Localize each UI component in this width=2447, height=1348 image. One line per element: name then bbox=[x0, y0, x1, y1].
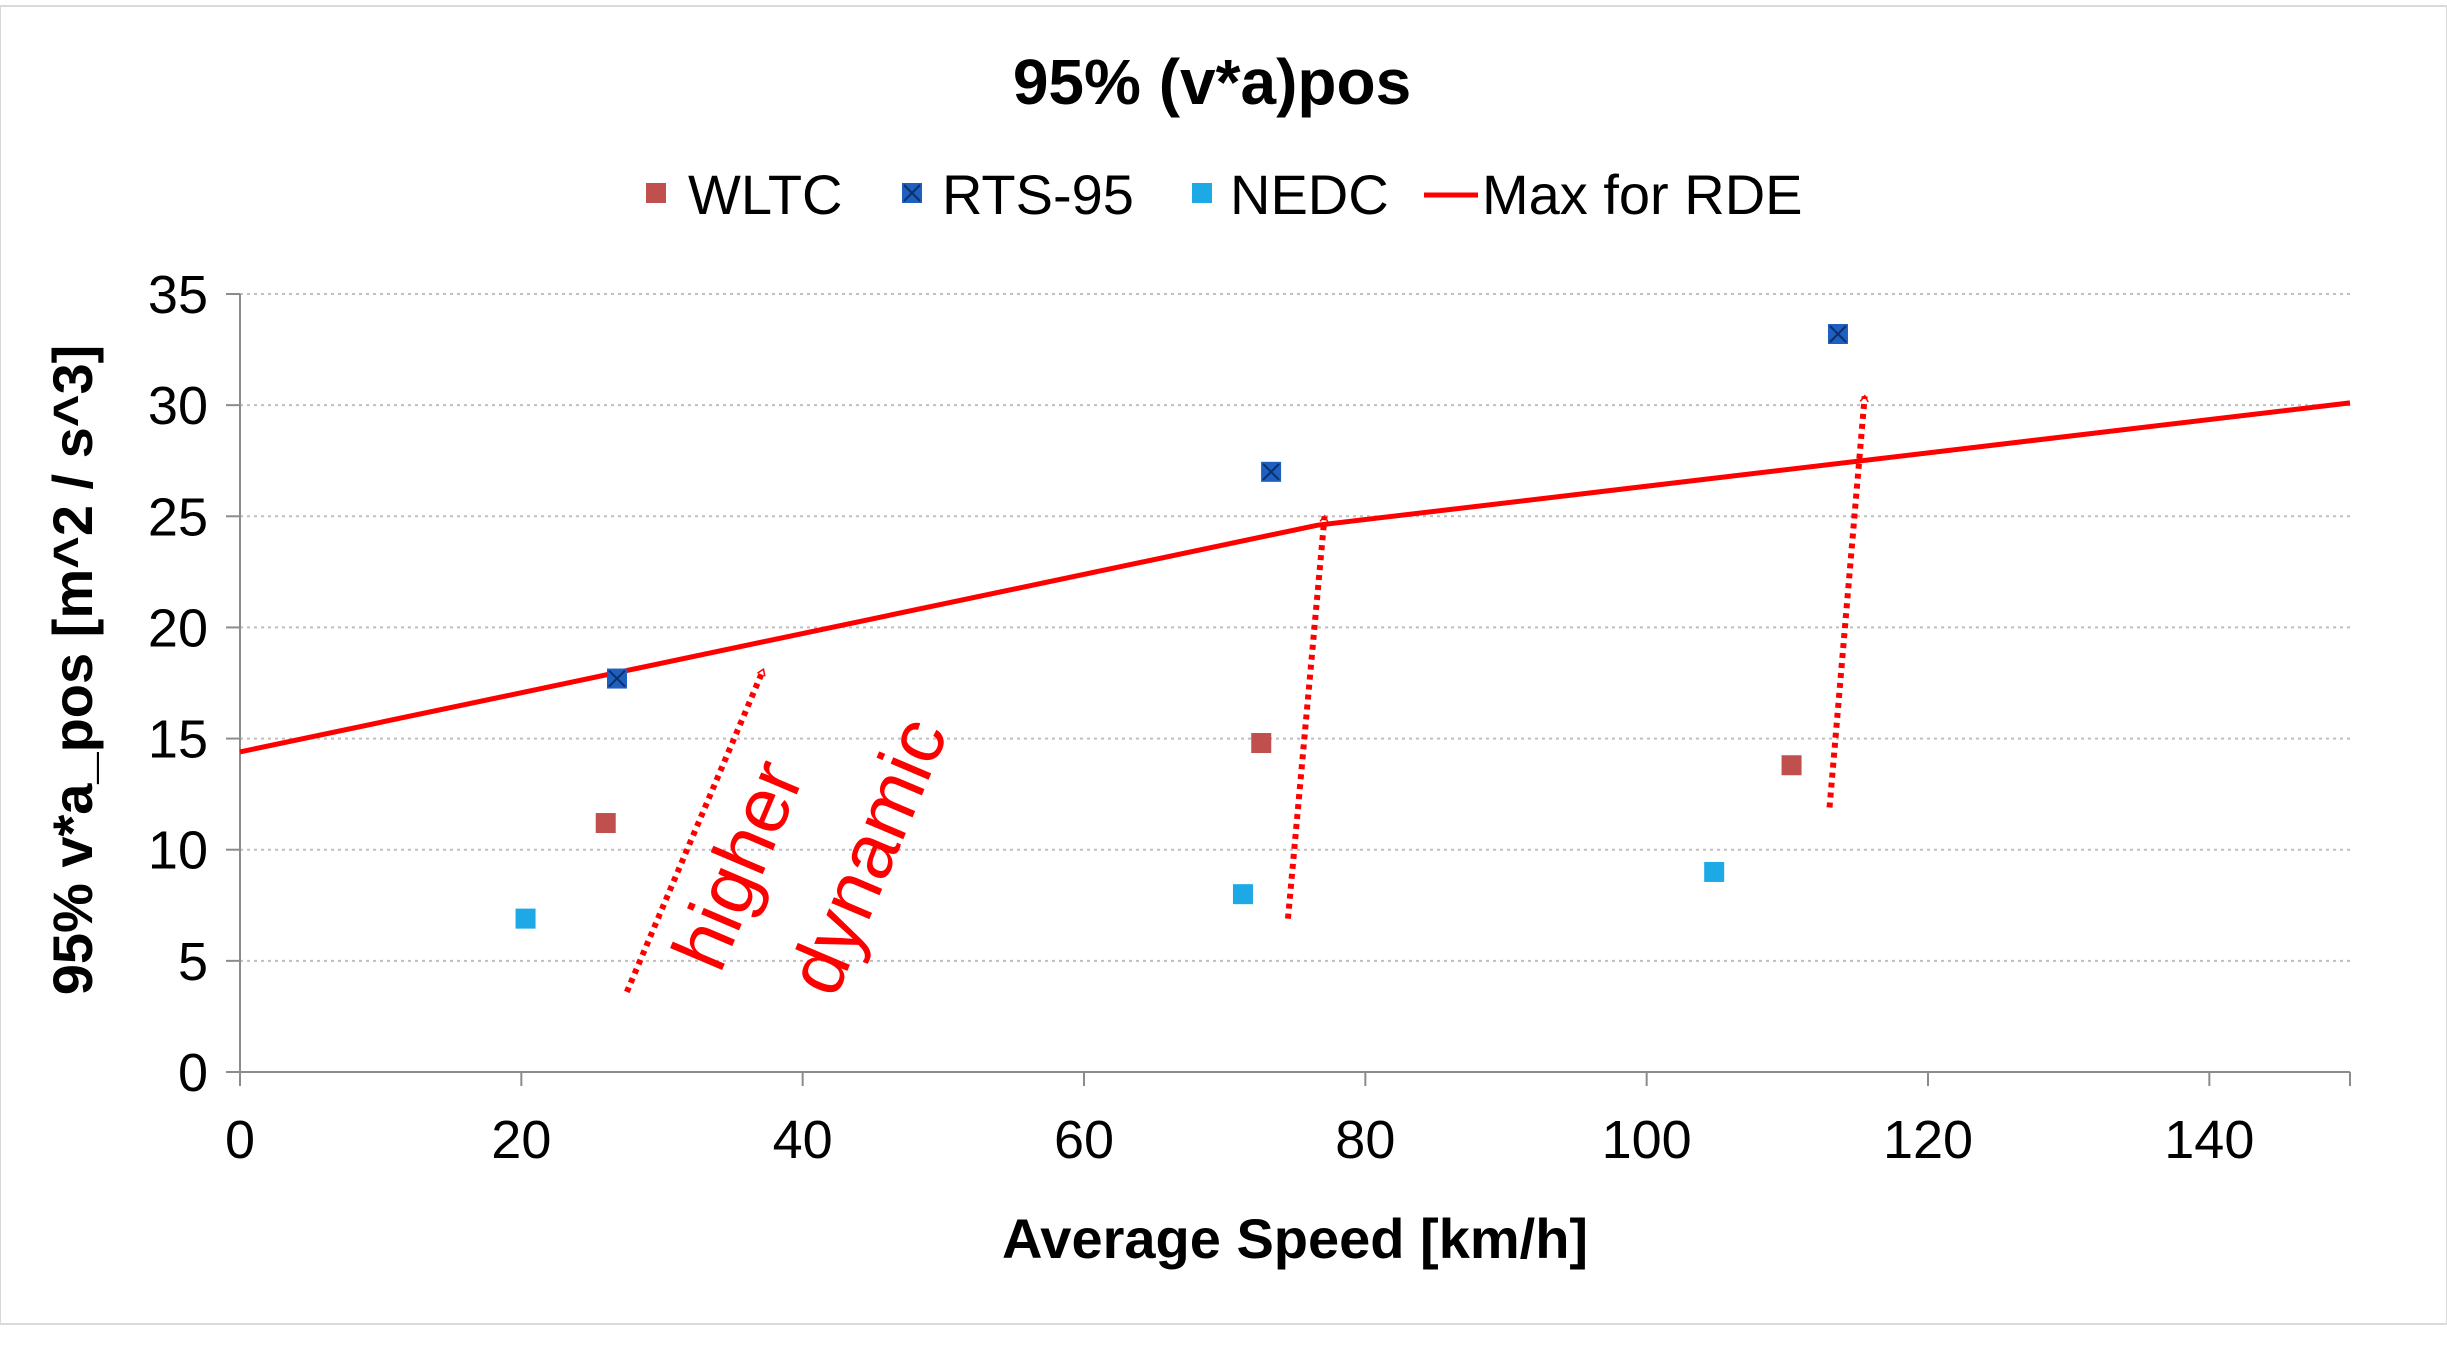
wltc-point-3 bbox=[1781, 755, 1802, 776]
x-tick-label-140: 140 bbox=[2164, 1110, 2254, 1170]
annotation-arrow-2 bbox=[1284, 514, 1329, 919]
rts-95-point-3-cross-b bbox=[1829, 325, 1847, 343]
tick-labels: 0 5 10 15 20 25 30 35 0 20 40 60 80 100 120 140 bbox=[148, 265, 2254, 1170]
x-tick-label-80: 80 bbox=[1335, 1110, 1395, 1170]
max-for-rde-line bbox=[239, 400, 2351, 755]
annotation-arrow-1 bbox=[624, 667, 767, 994]
y-tick-label-35: 35 bbox=[148, 265, 208, 325]
legend-marker-nedc bbox=[1192, 183, 1212, 203]
wltc-point-2 bbox=[1251, 733, 1272, 754]
nedc-point-1 bbox=[515, 908, 536, 929]
legend-marker-rts-95 bbox=[902, 183, 922, 203]
x-tick-label-60: 60 bbox=[1054, 1110, 1114, 1170]
rts-95-point-2-cross-b bbox=[1262, 463, 1280, 481]
gridlines bbox=[240, 293, 2350, 962]
x-tick-label-40: 40 bbox=[773, 1110, 833, 1170]
legend-label-rts-95: RTS-95 bbox=[942, 163, 1134, 226]
legend-label-wltc: WLTC bbox=[688, 163, 843, 226]
chart-frame bbox=[0, 5, 2447, 1325]
y-tick-label-30: 30 bbox=[148, 376, 208, 436]
y-tick-label-5: 5 bbox=[178, 932, 208, 992]
max-for-rde-line bbox=[239, 400, 2351, 755]
x-tick-label-120: 120 bbox=[1883, 1110, 1973, 1170]
axes bbox=[226, 293, 2351, 1086]
y-tick-label-0: 0 bbox=[178, 1043, 208, 1103]
y-tick-label-25: 25 bbox=[148, 487, 208, 547]
x-tick-label-100: 100 bbox=[1602, 1110, 1692, 1170]
legend-label-max-for-rde: Max for RDE bbox=[1482, 163, 1803, 226]
data-points bbox=[515, 324, 1848, 929]
y-axis-label: 95% v*a_pos [m^2 / s^3] bbox=[41, 345, 104, 996]
y-tick-label-10: 10 bbox=[148, 821, 208, 881]
x-axis-label: Average Speed [km/h] bbox=[1002, 1207, 1588, 1270]
y-tick-label-20: 20 bbox=[148, 598, 208, 658]
y-tick-label-15: 15 bbox=[148, 710, 208, 770]
x-tick-label-0: 0 bbox=[225, 1110, 255, 1170]
nedc-point-3 bbox=[1704, 861, 1725, 882]
x-tick-label-20: 20 bbox=[491, 1110, 551, 1170]
wltc-point-1 bbox=[595, 813, 616, 834]
rts-95-point-1-cross-b bbox=[608, 669, 626, 688]
legend-label-nedc: NEDC bbox=[1230, 163, 1389, 226]
legend: WLTC RTS-95 NEDC Max for RDE bbox=[646, 163, 1803, 226]
legend-marker-wltc bbox=[646, 183, 666, 203]
chart-title: 95% (v*a)pos bbox=[1013, 46, 1411, 118]
annotation-arrow-3 bbox=[1826, 394, 1869, 808]
nedc-point-2 bbox=[1232, 884, 1253, 905]
